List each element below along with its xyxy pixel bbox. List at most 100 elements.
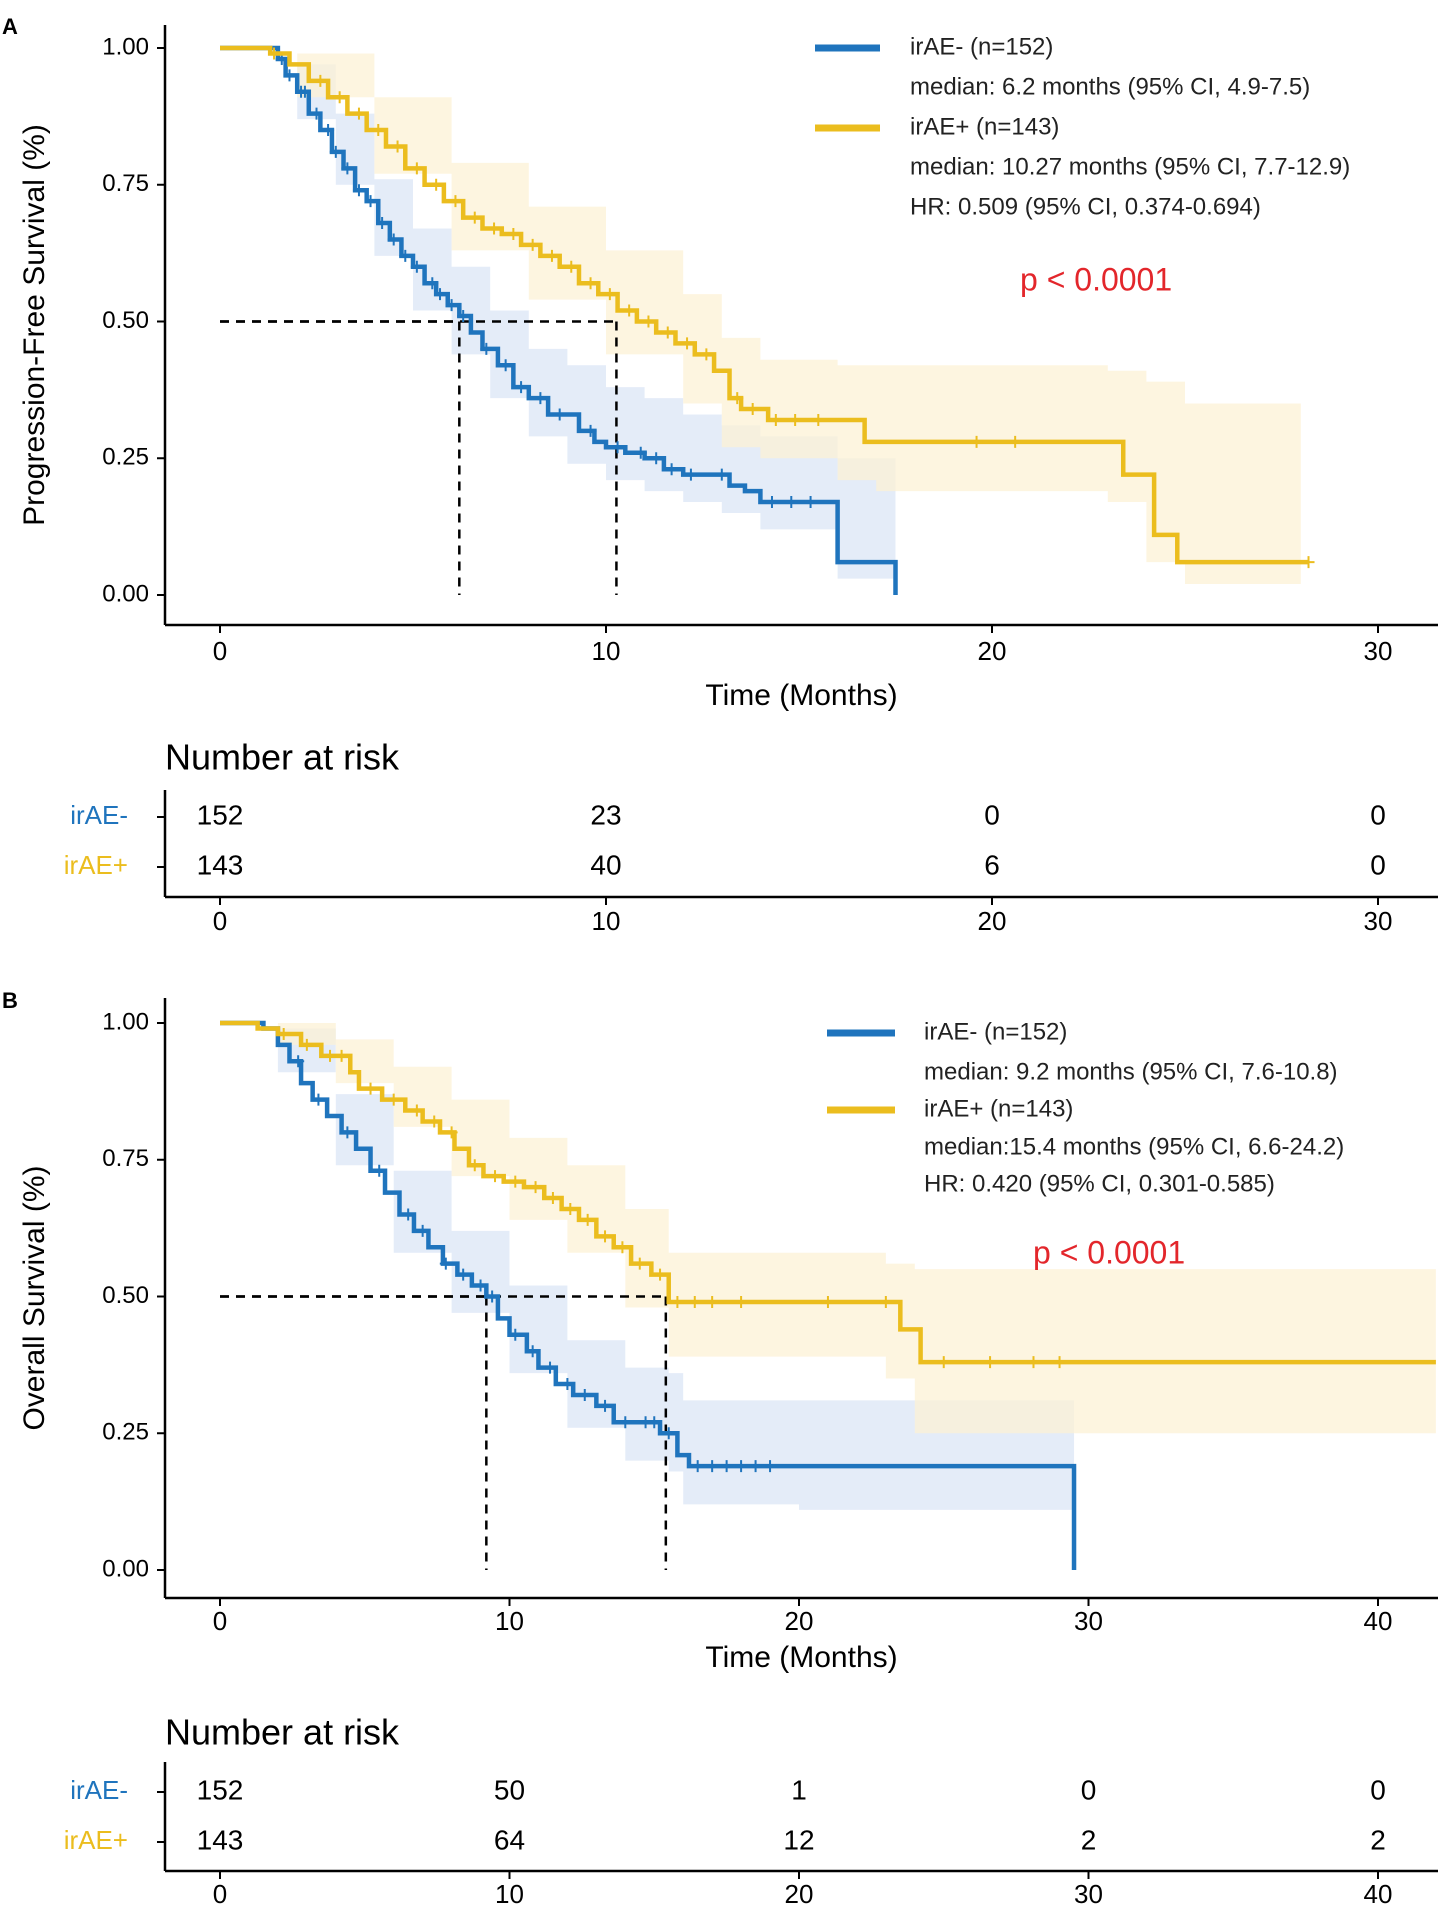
censor-mark — [633, 1257, 646, 1270]
censor-mark — [468, 211, 481, 224]
y-tick-label: 0.75 — [102, 170, 149, 197]
panel-letter: A — [2, 14, 18, 39]
censor-mark — [416, 1224, 429, 1237]
censor-mark — [662, 1427, 675, 1440]
censor-mark — [1027, 1356, 1040, 1369]
risk-table-title: Number at risk — [165, 737, 400, 778]
censor-mark — [789, 413, 802, 426]
risk-value: 1 — [791, 1774, 807, 1805]
y-tick-label: 0.00 — [102, 1555, 149, 1582]
risk-x-tick-label: 20 — [978, 906, 1007, 936]
censor-mark — [434, 288, 447, 301]
y-tick-label: 0.00 — [102, 580, 149, 607]
censor-mark — [341, 1126, 354, 1139]
censor-mark — [654, 1268, 667, 1281]
x-tick-label: 30 — [1074, 1606, 1103, 1636]
censor-mark — [449, 195, 462, 208]
censor-mark — [599, 1399, 612, 1412]
censor-mark — [1302, 556, 1315, 569]
x-tick-label: 0 — [213, 636, 227, 666]
censor-mark — [684, 468, 697, 481]
censor-mark — [1053, 1356, 1066, 1369]
censor-mark — [468, 1159, 481, 1172]
risk-value: 0 — [1370, 849, 1386, 880]
x-tick-label: 40 — [1364, 1606, 1393, 1636]
legend-median: median: 6.2 months (95% CI, 4.9-7.5) — [910, 73, 1310, 100]
legend-hr: HR: 0.509 (95% CI, 0.374-0.694) — [910, 193, 1261, 220]
censor-mark — [352, 184, 365, 197]
risk-value: 23 — [590, 799, 621, 830]
censor-mark — [749, 1460, 762, 1473]
risk-value: 152 — [197, 1774, 244, 1805]
censor-mark — [529, 1181, 542, 1194]
censor-mark — [335, 1049, 348, 1062]
legend-label: irAE- (n=152) — [924, 1018, 1067, 1045]
censor-mark — [970, 435, 983, 448]
legend-hr: HR: 0.420 (95% CI, 0.301-0.585) — [924, 1170, 1275, 1197]
censor-mark — [399, 249, 412, 262]
x-tick-label: 10 — [592, 636, 621, 666]
censor-mark — [544, 1361, 557, 1374]
legend-label: irAE+ (n=143) — [924, 1095, 1073, 1122]
censor-mark — [376, 217, 389, 230]
censor-mark — [731, 392, 744, 405]
risk-value: 143 — [197, 1824, 244, 1855]
censor-mark — [486, 1290, 499, 1303]
censor-mark — [879, 1295, 892, 1308]
censor-mark — [329, 145, 342, 158]
y-tick-label: 1.00 — [102, 33, 149, 60]
legend-median: median: 9.2 months (95% CI, 7.6-10.8) — [924, 1058, 1338, 1085]
censor-mark — [489, 1170, 502, 1183]
censor-mark — [445, 1126, 458, 1139]
risk-row-label: irAE+ — [64, 850, 128, 880]
risk-value: 6 — [984, 849, 1000, 880]
risk-value: 0 — [1370, 1774, 1386, 1805]
risk-x-tick-label: 0 — [213, 906, 227, 936]
risk-value: 2 — [1081, 1824, 1097, 1855]
censor-mark — [322, 124, 335, 137]
censor-mark — [804, 496, 817, 509]
censor-mark — [488, 222, 501, 235]
risk-value: 143 — [197, 849, 244, 880]
censor-mark — [480, 342, 493, 355]
censor-mark — [457, 310, 470, 323]
censor-mark — [283, 69, 296, 82]
censor-mark — [545, 249, 558, 262]
censor-mark — [821, 1295, 834, 1308]
risk-value: 152 — [197, 799, 244, 830]
censor-mark — [650, 452, 663, 465]
censor-mark — [706, 1460, 719, 1473]
censor-mark — [785, 496, 798, 509]
risk-x-tick-label: 30 — [1074, 1879, 1103, 1905]
legend-median: median: 10.27 months (95% CI, 7.7-12.9) — [910, 153, 1350, 180]
censor-mark — [578, 1388, 591, 1401]
censor-mark — [565, 260, 578, 273]
censor-mark — [623, 304, 636, 317]
risk-x-tick-label: 20 — [785, 1879, 814, 1905]
risk-x-tick-label: 40 — [1364, 1879, 1393, 1905]
censor-mark — [735, 1295, 748, 1308]
risk-row-label: irAE- — [70, 800, 128, 830]
y-tick-label: 1.00 — [102, 1008, 149, 1035]
censor-mark — [634, 446, 647, 459]
censor-mark — [402, 1208, 415, 1221]
risk-x-tick-label: 10 — [495, 1879, 524, 1905]
x-axis-title: Time (Months) — [705, 1641, 897, 1674]
censor-mark — [352, 107, 365, 120]
censor-mark — [534, 392, 547, 405]
censor-mark — [300, 1038, 313, 1051]
legend-median: median:15.4 months (95% CI, 6.6-24.2) — [924, 1133, 1344, 1160]
censor-mark — [391, 140, 404, 153]
censor-mark — [746, 403, 759, 416]
risk-value: 0 — [984, 799, 1000, 830]
censor-mark — [373, 1164, 386, 1177]
p-value: p < 0.0001 — [1033, 1234, 1185, 1270]
censor-mark — [764, 1460, 777, 1473]
censor-mark — [410, 162, 423, 175]
confidence-band-irAE+ — [220, 1023, 1436, 1434]
x-tick-label: 30 — [1364, 636, 1393, 666]
risk-value: 12 — [783, 1824, 814, 1855]
censor-mark — [561, 1378, 574, 1391]
y-axis-title: Progression-Free Survival (%) — [18, 124, 51, 526]
